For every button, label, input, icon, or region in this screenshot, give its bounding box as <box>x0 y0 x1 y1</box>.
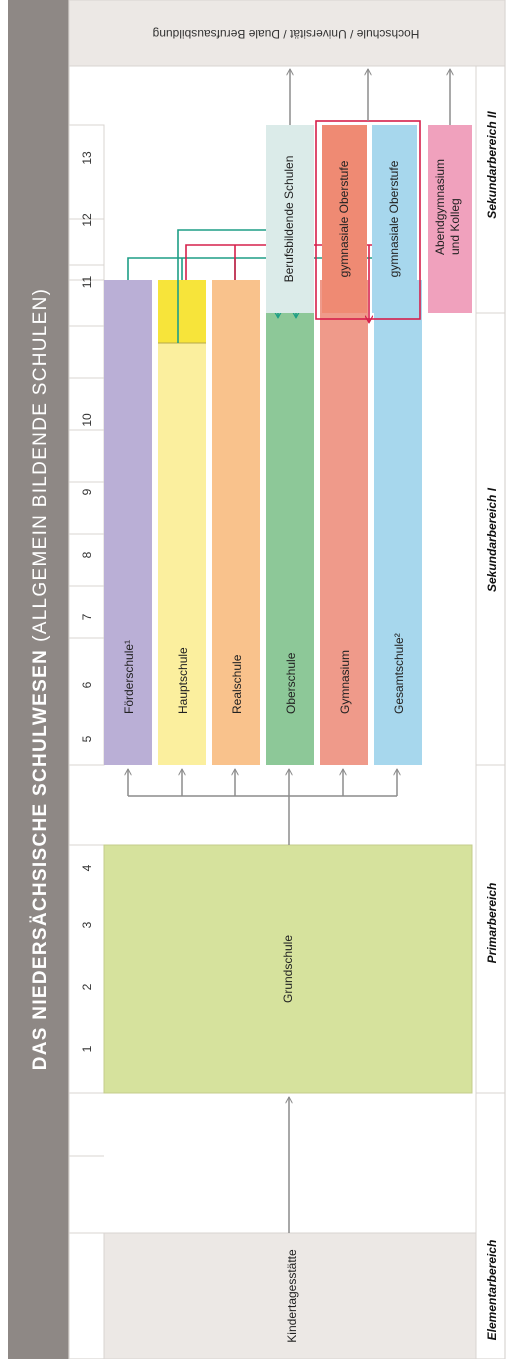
oberstufe-1-box <box>322 125 367 313</box>
foerderschule-label: Förderschule¹ <box>122 640 136 714</box>
hauptschule-label: Hauptschule <box>176 647 190 714</box>
grade-9: 9 <box>80 488 94 495</box>
stage-elementary: Elementarbereich <box>485 1240 499 1341</box>
realschule-label: Realschule <box>230 654 244 714</box>
gesamtschule-label: Gesamtschule² <box>392 633 406 714</box>
tertiary-transition-arrows <box>290 69 450 125</box>
grade-6: 6 <box>80 681 94 688</box>
grade-11: 11 <box>80 275 94 288</box>
gesamtschule-box <box>374 280 422 765</box>
stage-secondary-2: Sekundarbereich II <box>485 111 499 219</box>
foerderschule-box <box>104 280 152 765</box>
oberstufe-2-box <box>372 125 417 313</box>
hauptschule-box <box>158 280 206 765</box>
top-destination-label: Hochschule / Universität / Duale Berufsa… <box>153 27 420 41</box>
grade-5: 5 <box>80 735 94 742</box>
primary-to-secondary-arrows <box>128 769 397 845</box>
abendgymnasium-box <box>428 125 472 313</box>
berufsbildende-label: Berufsbildende Schulen <box>282 156 296 283</box>
oberschule-box <box>266 280 314 765</box>
berufsbildende-box <box>266 125 314 313</box>
top-destination-band <box>68 0 506 67</box>
grade-4: 4 <box>80 864 94 871</box>
grundschule-box <box>103 844 473 1094</box>
grade-numbers: 1 2 3 4 5 6 7 8 9 10 11 12 13 <box>80 151 94 1052</box>
grade-7: 7 <box>80 613 94 620</box>
title-band <box>8 0 69 1359</box>
stage-secondary-1: Sekundarbereich I <box>485 487 499 592</box>
grade-13: 13 <box>80 151 94 165</box>
oberstufe-2-label: gymnasiale Oberstufe <box>387 160 401 277</box>
gymnasium-box <box>320 280 368 765</box>
stage-primary: Primarbereich <box>485 883 499 964</box>
grade-3: 3 <box>80 921 94 928</box>
gymnasium-label: Gymnasium <box>338 650 352 714</box>
hauptschule-grade10-box <box>158 280 206 343</box>
grade-8: 8 <box>80 551 94 558</box>
grade-10: 10 <box>80 413 94 427</box>
kita-box <box>103 1232 477 1359</box>
oberschule-label: Oberschule <box>284 652 298 714</box>
grade-12: 12 <box>80 213 94 227</box>
grundschule-label: Grundschule <box>281 935 295 1003</box>
realschule-box <box>212 280 260 765</box>
oberstufe-1-label: gymnasiale Oberstufe <box>337 160 351 277</box>
diagram-title: DAS NIEDERSÄCHSISCHE SCHULWESEN(ALLGEMEI… <box>30 288 51 1071</box>
grade-2: 2 <box>80 983 94 990</box>
grade-1: 1 <box>80 1045 94 1052</box>
abendgymnasium-label: Abendgymnasium und Kolleg <box>433 156 462 255</box>
grade-column <box>68 124 105 1234</box>
kita-label: Kindertagesstätte <box>285 1249 299 1343</box>
